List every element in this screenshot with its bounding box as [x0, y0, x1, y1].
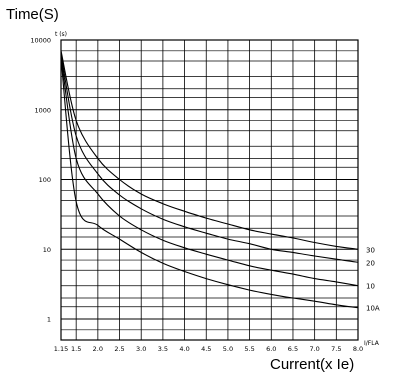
grid [60, 39, 359, 341]
series-line-30 [60, 50, 359, 250]
y-tick-label: 10 [43, 246, 51, 254]
x-tick-label: 2.0 [93, 345, 103, 353]
series-line-10 [60, 55, 359, 287]
x-tick-label: 1.5 [71, 345, 81, 353]
x-tick-label: 4.0 [179, 345, 189, 353]
x-tick-label: 5.5 [244, 345, 254, 353]
tick-labels: 1.15 1.5 2.0 2.5 3.0 3.5 4.0 4.5 5.0 5.5 6.0 6.5 7.0… [30, 37, 363, 354]
series-label-30: 30 [366, 246, 375, 254]
x-tick-label: 6.5 [288, 345, 298, 353]
y-unit-label: t (s) [55, 31, 67, 38]
y-axis-title: Time(S) [6, 6, 59, 23]
series-label-10A: 10A [366, 305, 380, 313]
x-axis-title: Current(x Ie) [270, 356, 355, 373]
x-tick-label: 3.0 [136, 345, 146, 353]
x-tick-label: 5.0 [223, 345, 233, 353]
series-label-20: 20 [366, 259, 375, 267]
x-tick-label: 7.0 [309, 345, 319, 353]
x-tick-label: 3.5 [158, 345, 168, 353]
series-label-10: 10 [366, 283, 375, 291]
plot-frame [60, 39, 359, 341]
series-line-10A [60, 58, 359, 309]
y-tick-label: 100 [39, 176, 51, 184]
x-tick-label: 7.5 [331, 345, 341, 353]
series-line-20 [60, 52, 359, 263]
x-tick-label: 4.5 [201, 345, 211, 353]
y-tick-label: 10000 [30, 37, 51, 45]
curves: 30 20 10 10A [60, 50, 380, 313]
x-unit-label: I/FLA [364, 340, 380, 347]
x-tick-label: 1.15 [54, 345, 68, 353]
x-tick-label: 8.0 [353, 345, 363, 353]
x-tick-label: 6.0 [266, 345, 276, 353]
y-tick-label: 1 [47, 316, 51, 324]
y-tick-label: 1000 [34, 106, 51, 114]
x-tick-label: 2.5 [114, 345, 124, 353]
plot-border [60, 39, 359, 341]
